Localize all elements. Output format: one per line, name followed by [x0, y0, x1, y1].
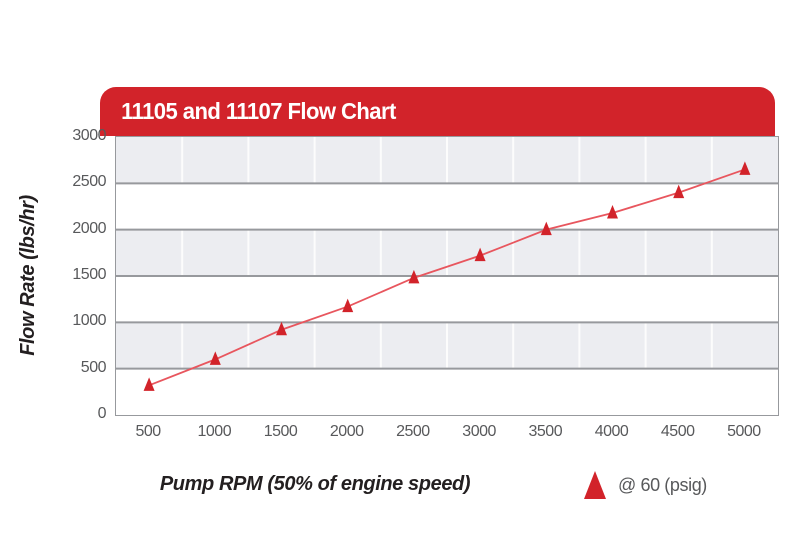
- legend-label: @ 60 (psig): [618, 474, 707, 495]
- x-axis-title: Pump RPM (50% of engine speed): [159, 473, 471, 495]
- y-tick-label: 1000: [72, 312, 106, 330]
- data-point-marker: [739, 161, 751, 175]
- data-point-marker: [342, 298, 354, 313]
- x-tick-label: 2500: [396, 423, 430, 440]
- data-point-marker: [540, 221, 552, 236]
- data-point-marker: [673, 184, 685, 199]
- data-point-marker: [474, 247, 486, 262]
- x-tick-label: 4000: [594, 423, 629, 440]
- legend: @ 60 (psig): [584, 468, 707, 502]
- chart-title-banner: 11105 and 11107 Flow Chart: [100, 87, 775, 136]
- chart-title: 11105 and 11107 Flow Chart: [121, 98, 396, 124]
- x-tick-label: 4500: [660, 423, 695, 440]
- y-tick-label: 2500: [72, 173, 106, 191]
- triangle-marker-icon: [584, 471, 606, 499]
- chart-svg: [116, 137, 778, 415]
- y-tick-label: 3000: [72, 127, 106, 144]
- series-line: [148, 168, 746, 387]
- data-point-marker: [607, 204, 618, 219]
- data-point-marker: [209, 351, 221, 365]
- x-tick-label: 1500: [263, 423, 298, 440]
- x-tick-label: 3500: [528, 423, 563, 440]
- y-tick-label: 1500: [72, 266, 106, 283]
- x-tick-label: 5000: [727, 423, 761, 440]
- data-point-marker: [408, 269, 420, 284]
- y-tick-label: 0: [97, 405, 107, 422]
- x-tick-label: 3000: [462, 423, 496, 440]
- data-point-marker: [143, 377, 155, 391]
- y-axis-title-wrap: Flow Rate (lbs/hr): [6, 136, 50, 414]
- plot-area: [115, 136, 779, 416]
- y-axis-title: Flow Rate (lbs/hr): [16, 194, 39, 356]
- x-tick-label: 1000: [197, 423, 232, 440]
- y-tick-label: 2000: [72, 219, 106, 237]
- y-tick-label: 500: [80, 358, 107, 376]
- x-tick-label: 500: [135, 423, 161, 440]
- x-tick-label: 2000: [329, 423, 364, 440]
- data-point-marker: [276, 321, 287, 336]
